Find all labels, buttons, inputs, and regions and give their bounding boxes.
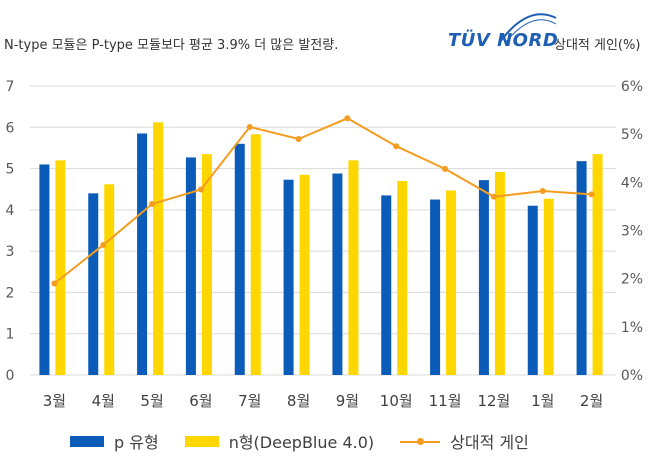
gain-point	[100, 241, 107, 248]
tuv-nord-logo: TÜV NORD	[448, 13, 559, 56]
y2-tick-label: 5%	[621, 127, 643, 143]
gain-point	[51, 280, 58, 287]
right-axis-title: 상대적 게인(%)	[554, 38, 641, 53]
legend-label-n: n형(DeepBlue 4.0)	[228, 433, 375, 452]
bar-n	[446, 190, 457, 375]
gain-point	[539, 188, 546, 195]
y2-tick-label: 2%	[621, 272, 643, 288]
bar-n	[201, 154, 212, 375]
bar-n	[543, 198, 554, 375]
logo-arc-icon	[499, 13, 557, 43]
legend-swatch-p	[70, 435, 104, 447]
bar-n	[250, 134, 261, 375]
x-tick-label: 5월	[140, 392, 163, 410]
bar-n	[153, 122, 164, 376]
logo-text: TÜV NORD	[448, 30, 559, 51]
y2-tick-label: 1%	[621, 320, 643, 336]
legend-item-p: p 유형	[70, 429, 159, 453]
bar-p	[39, 164, 50, 375]
x-tick-label: 7월	[238, 392, 261, 410]
gain-point	[588, 191, 595, 198]
bar-p	[576, 161, 587, 375]
y-tick-label: 1	[6, 327, 15, 343]
bar-p	[332, 173, 343, 375]
gain-point	[442, 165, 449, 172]
bar-p	[527, 205, 538, 375]
y-tick-label: 0	[6, 368, 15, 384]
gain-point	[246, 123, 253, 130]
bar-n	[397, 180, 408, 375]
bar-p	[381, 195, 392, 375]
y-tick-label: 2	[6, 285, 15, 301]
bar-n	[494, 171, 505, 375]
bar-p	[430, 199, 441, 375]
gain-point	[490, 193, 497, 200]
x-tick-label: 10월	[380, 392, 413, 410]
legend-swatch-gain	[400, 436, 441, 447]
x-tick-label: 12월	[477, 392, 510, 410]
bar-p	[185, 157, 196, 375]
bar-n	[104, 184, 115, 375]
chart-subtitle: N-type 모듈은 P-type 모듈보다 평균 3.9% 더 많은 발전량.	[4, 38, 339, 53]
legend-item-gain: 상대적 게인	[400, 429, 529, 453]
x-tick-label: 6월	[189, 392, 212, 410]
y2-tick-label: 0%	[621, 368, 643, 384]
legend-label-p: p 유형	[114, 433, 159, 452]
bar-p	[88, 193, 99, 375]
x-tick-label: 1월	[531, 392, 554, 410]
x-tick-label: 11월	[429, 392, 462, 410]
x-tick-label: 3월	[43, 392, 66, 410]
x-tick-label: 2월	[580, 392, 603, 410]
x-tick-label: 9월	[336, 392, 359, 410]
legend-item-n: n형(DeepBlue 4.0)	[184, 429, 375, 453]
gain-point	[149, 201, 156, 208]
bar-p	[478, 180, 489, 375]
y-tick-label: 4	[6, 203, 15, 219]
gain-point	[295, 135, 302, 142]
x-tick-label: 4월	[92, 392, 115, 410]
y-tick-label: 7	[6, 79, 15, 95]
legend-swatch-n	[184, 435, 219, 447]
legend-label-gain: 상대적 게인	[450, 433, 529, 452]
bar-n	[348, 160, 359, 375]
bar-p	[234, 143, 245, 375]
gain-point	[344, 115, 351, 122]
y-tick-label: 6	[6, 120, 15, 136]
chart-legend: p 유형 n형(DeepBlue 4.0) 상대적 게인	[70, 428, 555, 454]
y2-tick-label: 3%	[621, 224, 643, 240]
y2-tick-label: 4%	[621, 175, 643, 191]
y-tick-label: 5	[6, 162, 15, 178]
bar-p	[283, 179, 294, 375]
y2-tick-label: 6%	[621, 79, 643, 95]
gain-line	[53, 117, 592, 285]
bar-n	[592, 154, 603, 375]
bar-n	[299, 174, 310, 375]
x-tick-label: 8월	[287, 392, 310, 410]
y-tick-label: 3	[6, 244, 15, 260]
bar-n	[55, 160, 66, 375]
gain-point	[393, 143, 400, 150]
bar-p	[137, 133, 148, 375]
gain-point	[197, 186, 204, 193]
